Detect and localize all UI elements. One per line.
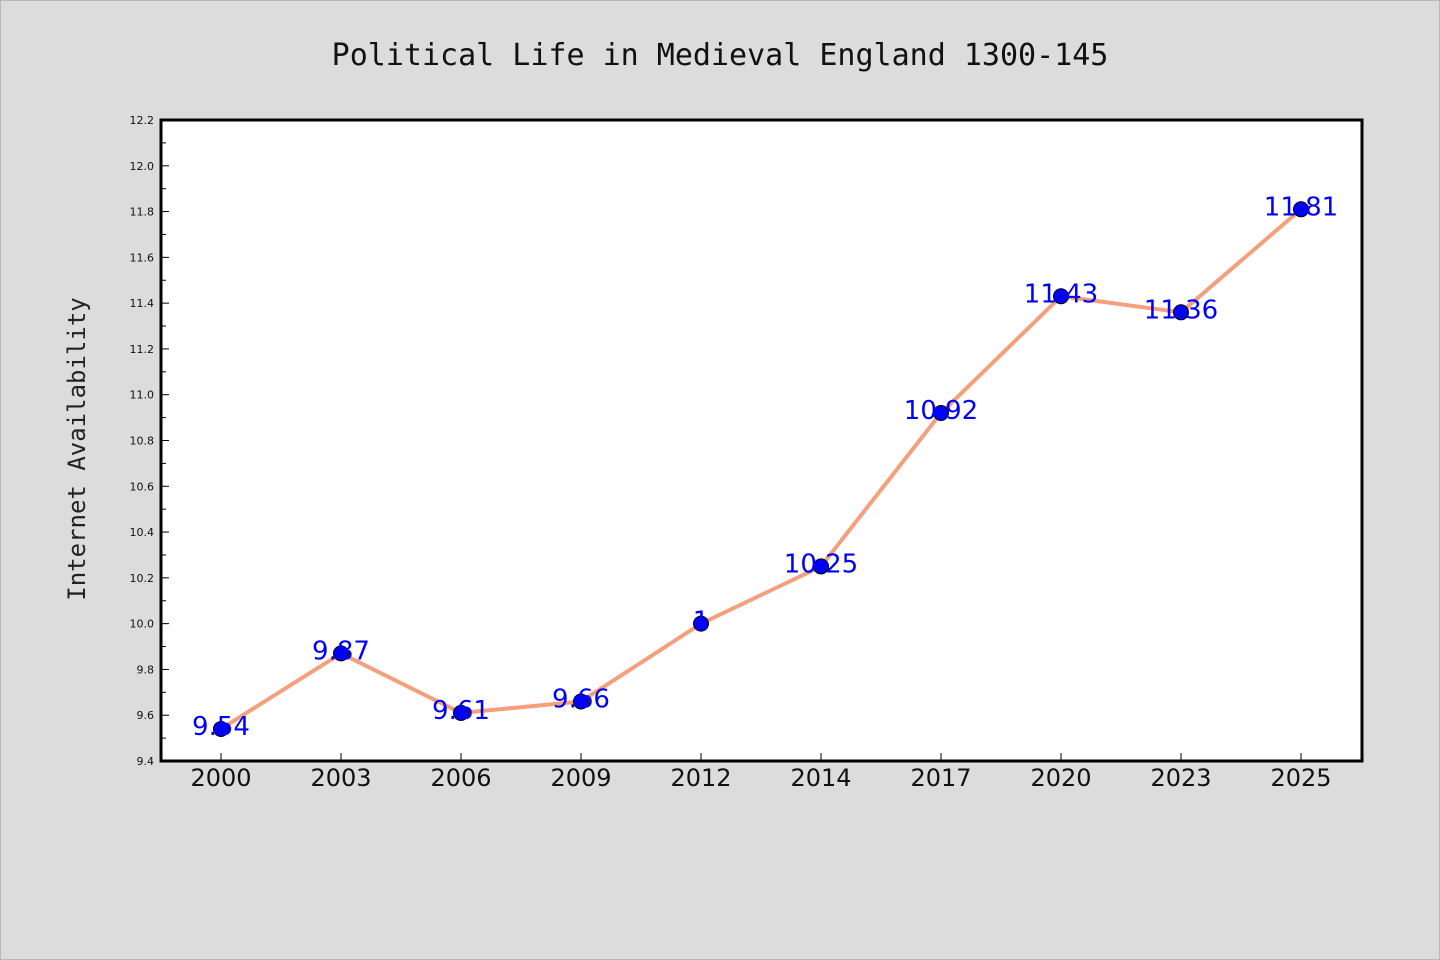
- x-tick-label: 2009: [550, 764, 611, 792]
- y-tick-label: 11.6: [130, 251, 155, 264]
- y-tick-label: 10.0: [130, 618, 155, 631]
- y-tick-label: 9.8: [137, 663, 155, 676]
- data-point-label: 10.25: [784, 549, 858, 579]
- data-point-marker: [453, 704, 469, 721]
- y-tick-label: 9.4: [137, 755, 155, 768]
- y-tick-label: 12.0: [130, 160, 155, 173]
- x-tick-label: 2012: [670, 764, 731, 792]
- x-tick-label: 2023: [1150, 764, 1211, 792]
- y-tick-label: 10.4: [130, 526, 155, 539]
- data-point-marker: [1053, 288, 1069, 305]
- series-line: [219, 207, 1303, 731]
- x-tick-label: 2025: [1270, 764, 1331, 792]
- y-axis-label: Internet Availability: [63, 297, 91, 600]
- x-tick-label: 2006: [430, 764, 491, 792]
- y-tick-label: 11.8: [130, 206, 155, 219]
- data-labels: 9.54 9.87 9.61 9.66 1 10.25 10.92 11.43 11.36 11.…: [192, 192, 1338, 742]
- data-point-label: 11.36: [1144, 295, 1218, 325]
- y-tick-label: 11.2: [130, 343, 155, 356]
- data-point-marker: [813, 558, 829, 575]
- y-tick-label: 10.2: [130, 572, 155, 585]
- x-tick-label: 2014: [790, 764, 851, 792]
- plot-frame: [159, 118, 1364, 763]
- data-point-label: 9.66: [552, 684, 610, 714]
- data-point-label: 9.61: [432, 696, 490, 726]
- data-point-label: 1: [693, 607, 710, 637]
- x-axis-ticks: 2000 2003 2006 2009 2012 2014 2017 2020 2023 2025: [190, 753, 1332, 792]
- data-point-marker: [933, 405, 949, 422]
- y-axis-ticks: 9.4 9.6 9.8 10.0 10.2 10.4 10.6 10.8 11.0 11.2 11.…: [130, 114, 169, 768]
- y-tick-label: 11.0: [130, 389, 155, 402]
- y-tick-label: 11.4: [130, 297, 155, 310]
- plot-area: [161, 120, 1362, 761]
- y-tick-label: 9.6: [137, 709, 155, 722]
- data-point-label: 10.92: [904, 396, 978, 426]
- data-point-label: 9.54: [192, 712, 250, 742]
- series-line-path: [219, 207, 1303, 731]
- x-tick-label: 2003: [310, 764, 371, 792]
- data-point-marker: [333, 645, 349, 662]
- data-point-label: 9.87: [312, 636, 370, 666]
- x-tick-label: 2000: [190, 764, 251, 792]
- data-point-marker: [573, 693, 589, 710]
- y-tick-label: 10.6: [130, 480, 155, 493]
- data-markers: [213, 201, 1309, 737]
- x-tick-label: 2017: [910, 764, 971, 792]
- y-tick-label: 10.8: [130, 435, 155, 448]
- data-point-marker: [693, 615, 709, 632]
- data-point-label: 11.43: [1024, 279, 1098, 309]
- data-point-marker: [1293, 201, 1309, 218]
- chart-title: Political Life in Medieval England 1300-…: [332, 38, 1109, 73]
- x-tick-label: 2020: [1030, 764, 1091, 792]
- data-point-marker: [213, 720, 229, 737]
- data-point-label: 11.81: [1264, 192, 1338, 222]
- y-tick-label: 12.2: [130, 114, 155, 127]
- data-point-marker: [1173, 304, 1189, 321]
